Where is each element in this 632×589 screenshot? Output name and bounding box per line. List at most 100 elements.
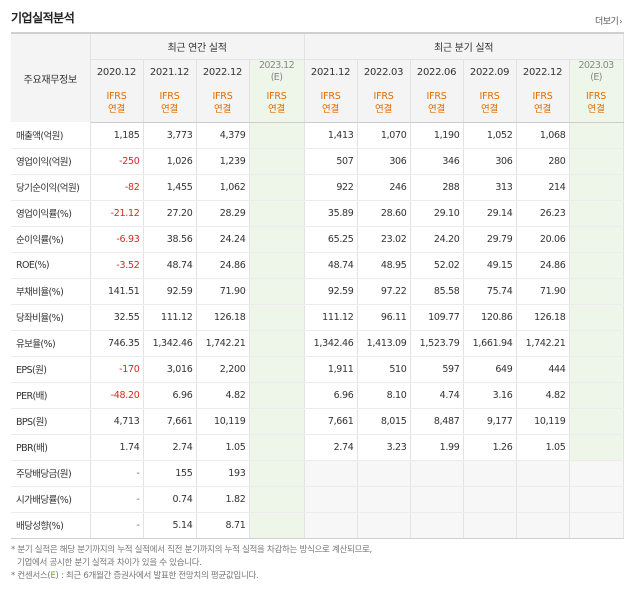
row-label: 영업이익률(%) [11,199,91,227]
row-label: EPS(원) [11,355,91,383]
ifrs-label: IFRS [106,91,127,103]
value-cell: 4,379 [196,122,250,149]
value-cell: 1,070 [357,122,411,149]
value-cell: 1,413.09 [357,330,411,357]
value-cell [249,408,305,435]
value-cell: -170 [89,355,144,383]
value-cell: 5.14 [143,512,197,539]
ifrs-header: IFRS 연결 [89,85,144,123]
value-cell: 1,342.46 [303,330,358,357]
period-header: 2021.12 [143,59,197,85]
value-cell: 7,661 [143,408,197,435]
value-cell [569,408,624,435]
more-link[interactable]: 더보기› [595,14,622,27]
footnote-2-e: E [50,571,56,581]
value-cell: 1,185 [89,122,144,149]
row-label: 영업이익(억원) [11,148,91,175]
value-cell: 1.82 [196,486,250,513]
value-cell: 29.79 [463,226,517,253]
value-cell: 4.74 [410,382,464,409]
value-cell: 75.74 [463,277,517,305]
value-cell: -48.20 [89,382,144,409]
value-cell: 346 [410,148,464,175]
period-header: 2023.12 (E) [249,59,305,85]
period-header: 2022.12 [196,59,250,85]
value-cell [249,459,305,487]
estimate-tag: (E) [270,72,283,84]
row-label: 유보율(%) [11,330,91,357]
value-cell [303,512,358,539]
value-cell: 1,239 [196,148,250,175]
value-cell [249,486,305,513]
value-cell [569,174,624,201]
value-cell: - [89,512,144,539]
table-row: 영업이익(억원) -250 1,026 1,239 507 306 346 306 280 [11,148,624,175]
table-body: 매출액(억원) 1,185 3,773 4,379 1,413 1,070 1,190 1,0… [11,122,624,539]
value-cell: 71.90 [516,277,570,305]
value-cell: 38.56 [143,226,197,253]
value-cell: 49.15 [463,252,517,279]
value-cell: 922 [303,174,358,201]
quarter-group-header: 최근 분기 실적 [303,32,624,60]
value-cell: 97.22 [357,277,411,305]
value-cell [410,486,464,513]
value-cell: 1.74 [89,434,144,461]
value-cell [569,304,624,331]
value-cell [249,148,305,175]
value-cell [249,252,305,279]
ifrs-label: IFRS [426,91,447,103]
value-cell: 96.11 [357,304,411,331]
value-cell: 4.82 [516,382,570,409]
value-cell: 10,119 [516,408,570,435]
value-cell [569,486,624,513]
value-cell: 1.05 [196,434,250,461]
value-cell: 28.60 [357,199,411,227]
value-cell [569,434,624,461]
value-cell: 32.55 [89,304,144,331]
value-cell: 92.59 [143,277,197,305]
row-label: PER(배) [11,382,91,409]
value-cell: 7,661 [303,408,358,435]
value-cell: 109.77 [410,304,464,331]
ifrs-header: IFRS 연결 [410,85,464,123]
value-cell: 23.02 [357,226,411,253]
table-row: EPS(원) -170 3,016 2,200 1,911 510 597 649 444 [11,355,624,383]
value-cell: 24.20 [410,226,464,253]
value-cell [357,459,411,487]
value-cell [463,459,517,487]
consolidated-label: 연결 [428,104,446,116]
value-cell [249,174,305,201]
value-cell: 28.29 [196,199,250,227]
value-cell [249,122,305,149]
value-cell: 3,016 [143,355,197,383]
value-cell: -21.12 [89,199,144,227]
consolidated-label: 연결 [534,104,552,116]
value-cell: 48.74 [303,252,358,279]
value-cell: 1,742.21 [516,330,570,357]
period-header: 2022.09 [463,59,517,85]
ifrs-header: IFRS 연결 [249,85,305,123]
value-cell: - [89,486,144,513]
table-row: 시가배당률(%) -0.74 1.82 [11,486,624,513]
period-header: 2022.12 [516,59,570,85]
value-cell [249,512,305,539]
value-cell: 280 [516,148,570,175]
value-cell: 313 [463,174,517,201]
value-cell [569,330,624,357]
value-cell: 8.10 [357,382,411,409]
annual-group-header: 최근 연간 실적 [89,32,305,60]
value-cell: 126.18 [196,304,250,331]
value-cell [569,122,624,149]
table-row: 배당성향(%) -5.14 8.71 [11,512,624,539]
value-cell [569,148,624,175]
value-cell [303,459,358,487]
row-label: 부채비율(%) [11,277,91,305]
value-cell: 1.26 [463,434,517,461]
period-header: 2021.12 [303,59,358,85]
row-label: 순이익률(%) [11,226,91,253]
value-cell: 3.23 [357,434,411,461]
value-cell: 1,523.79 [410,330,464,357]
value-cell: 1,026 [143,148,197,175]
value-cell: 141.51 [89,277,144,305]
row-label: 주당배당금(원) [11,459,91,487]
